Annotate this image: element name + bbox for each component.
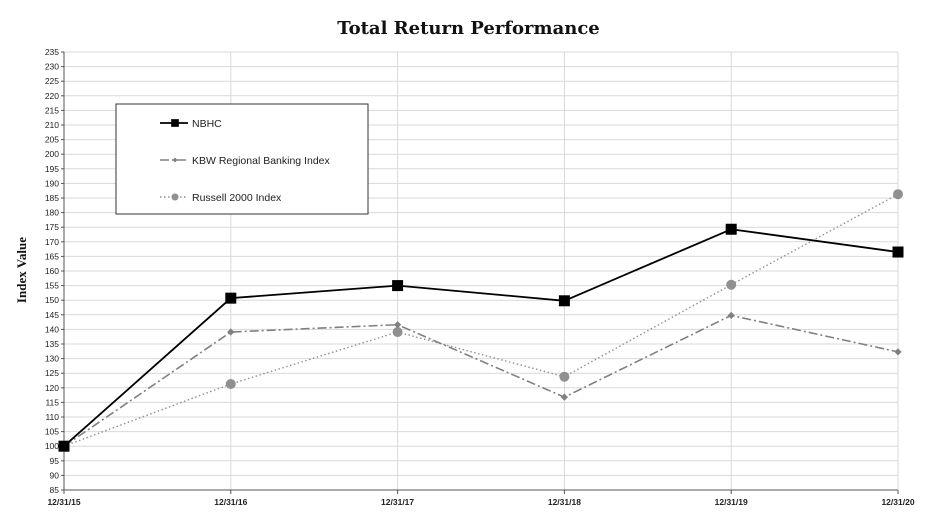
y-tick-label: 170 — [45, 237, 59, 247]
legend: NBHC KBW Regional Banking Index Russell 20… — [115, 103, 369, 215]
y-tick-label: 135 — [45, 339, 59, 349]
series-line — [63, 228, 899, 447]
legend-marker — [171, 119, 179, 127]
y-tick-label: 100 — [45, 441, 59, 451]
y-tick-label: 220 — [45, 91, 59, 101]
series-line — [63, 314, 899, 447]
x-tick-labels: 12/31/15 12/31/16 12/31/17 12/31/18 12/31/19… — [47, 497, 914, 507]
y-tick-label: 125 — [45, 368, 59, 378]
data-point — [392, 280, 404, 292]
y-tick-label: 190 — [45, 178, 59, 188]
data-point — [559, 371, 570, 382]
data-point — [560, 393, 568, 401]
data-point — [227, 328, 235, 336]
y-tick-label: 180 — [45, 208, 59, 218]
data-point — [892, 246, 904, 258]
legend-box — [115, 103, 369, 215]
y-tick-label: 115 — [45, 397, 59, 407]
legend-label: Russell 2000 Index — [192, 192, 282, 204]
legend-label: KBW Regional Banking Index — [192, 155, 330, 167]
y-tick-label: 95 — [50, 456, 60, 466]
data-point — [893, 189, 903, 200]
chart-title: Total Return Performance — [337, 18, 600, 39]
legend-label: NBHC — [192, 118, 222, 130]
x-tick-label: 12/31/18 — [548, 497, 581, 507]
x-tick-label: 12/31/19 — [715, 497, 748, 507]
y-tick-label: 195 — [45, 164, 59, 174]
data-point — [392, 327, 403, 338]
x-tick-label: 12/31/20 — [881, 497, 914, 507]
y-tick-label: 105 — [45, 427, 59, 437]
x-tick-label: 12/31/16 — [214, 497, 247, 507]
series-markers — [58, 189, 904, 452]
y-tick-label: 85 — [50, 485, 60, 495]
y-tick-label: 150 — [45, 295, 59, 305]
data-point — [394, 321, 402, 329]
data-point — [725, 223, 737, 235]
y-tick-label: 155 — [45, 281, 59, 291]
y-tick-label: 160 — [45, 266, 59, 276]
legend-marker — [171, 193, 179, 201]
data-point — [58, 440, 70, 452]
y-tick-label: 235 — [45, 47, 59, 57]
y-tick-label: 205 — [45, 135, 59, 145]
data-point — [726, 279, 737, 290]
y-tick-label: 130 — [45, 354, 59, 364]
y-tick-label: 185 — [45, 193, 59, 203]
y-tick-label: 110 — [45, 412, 59, 422]
data-point — [225, 292, 237, 304]
data-point — [727, 311, 735, 319]
data-point — [894, 348, 902, 356]
y-tick-label: 90 — [50, 470, 60, 480]
y-tick-label: 175 — [45, 222, 59, 232]
x-tick-label: 12/31/15 — [47, 497, 80, 507]
data-point — [225, 379, 236, 390]
legend-marker — [172, 157, 178, 163]
axes — [61, 51, 899, 494]
y-tick-labels: 85 90 95 100 105 110 115 120 125 130 135 140 145 150 1… — [45, 47, 59, 495]
y-tick-label: 165 — [45, 251, 59, 261]
series-line — [63, 193, 899, 447]
series-lines — [63, 193, 899, 447]
data-point — [558, 295, 570, 307]
y-tick-label: 210 — [45, 120, 59, 130]
y-tick-label: 200 — [45, 149, 59, 159]
y-tick-label: 145 — [45, 310, 59, 320]
y-tick-label: 120 — [45, 383, 59, 393]
y-tick-label: 215 — [45, 105, 59, 115]
y-tick-label: 140 — [45, 324, 59, 334]
x-tick-label: 12/31/17 — [381, 497, 414, 507]
y-tick-label: 230 — [45, 62, 59, 72]
y-tick-label: 225 — [45, 76, 59, 86]
